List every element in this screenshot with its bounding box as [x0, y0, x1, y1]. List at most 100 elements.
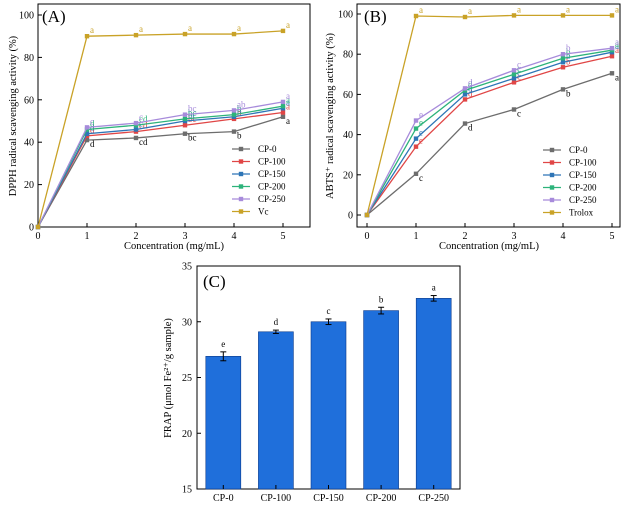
- chart-b-data-point: [609, 54, 615, 59]
- chart-a-significance-label: cd: [139, 121, 148, 131]
- chart-a-data-point: [231, 108, 237, 113]
- chart-b-data-point: [462, 97, 468, 102]
- chart-c-y-tick-label: 20: [182, 429, 192, 440]
- chart-a-data-point: [280, 28, 286, 34]
- chart-a-data-point: [84, 125, 90, 130]
- chart-c-significance-label: d: [274, 317, 279, 327]
- chart-b-data-point: [511, 107, 517, 112]
- chart-a-data-point: [182, 131, 188, 136]
- chart-b-y-tick-label: 60: [343, 90, 353, 101]
- chart-b-legend-label: CP-200: [569, 183, 597, 193]
- chart-b-legend-marker: [549, 160, 555, 165]
- chart-a-significance-label: a: [90, 25, 94, 35]
- chart-b-significance-label: d: [468, 123, 473, 133]
- chart-a-data-point: [182, 112, 188, 117]
- chart-a-significance-label: bc: [188, 104, 197, 114]
- chart-a-significance-label: c: [90, 116, 94, 126]
- chart-a-data-point: [84, 131, 90, 136]
- chart-b-significance-label: e: [419, 110, 423, 120]
- chart-b-series-line-cp-100: [366, 55, 613, 216]
- chart-a: (A) Concentration (mg/mL) DPPH radical s…: [8, 3, 311, 252]
- chart-b-significance-label: a: [615, 4, 619, 14]
- chart-a-significance-label: bc: [188, 114, 197, 124]
- chart-a-legend-label: CP-150: [258, 169, 286, 179]
- chart-b-data-point: [413, 118, 419, 123]
- chart-a-significance-label: a: [286, 95, 290, 105]
- chart-b-series-line-cp-250: [366, 47, 613, 216]
- chart-a-x-tick-label: 4: [232, 231, 237, 242]
- chart-a-significance-label: ab: [237, 99, 246, 109]
- chart-b-series-line-cp-0: [366, 72, 613, 216]
- chart-b-legend-label: CP-250: [569, 195, 597, 205]
- chart-a-series-line-cp-250: [37, 101, 284, 228]
- chart-a-data-point: [133, 135, 139, 141]
- chart-b-data-point: [609, 13, 615, 18]
- chart-a-significance-label: b: [237, 104, 242, 114]
- chart-a-significance-label: a: [286, 97, 290, 107]
- chart-b-x-tick-label: 5: [610, 231, 615, 242]
- chart-b-x-tick-label: 3: [512, 231, 517, 242]
- chart-b-significance-label: a: [615, 72, 619, 82]
- chart-a-significance-label: bc: [188, 110, 197, 120]
- chart-b-y-tick-label: 40: [343, 130, 353, 141]
- chart-b-data-point: [462, 121, 468, 126]
- chart-a-significance-label: c: [139, 118, 143, 128]
- chart-a-significance-label: a: [237, 23, 241, 33]
- chart-b-y-tick-label: 20: [343, 170, 353, 181]
- chart-a-data-point: [133, 120, 139, 126]
- chart-a-significance-label: b: [237, 131, 242, 141]
- chart-a-significance-label: bc: [188, 133, 197, 143]
- chart-a-series-line-cp-150: [37, 107, 284, 228]
- chart-a-legend-marker: [238, 184, 244, 189]
- chart-a-significance-label: a: [286, 91, 290, 101]
- chart-b-data-point: [511, 68, 517, 73]
- chart-a-data-point: [133, 32, 139, 38]
- chart-b-legend-marker: [549, 172, 555, 178]
- chart-b-significance-label: a: [468, 6, 472, 16]
- chart-a-y-tick-label: 0: [29, 223, 34, 234]
- chart-a-data-point: [280, 99, 286, 105]
- chart-b-data-point: [413, 144, 419, 149]
- chart-a-legend-label: CP-200: [258, 182, 286, 192]
- chart-a-data-point: [182, 31, 188, 37]
- chart-a-x-tick-label: 3: [183, 231, 188, 242]
- chart-c-significance-label: e: [221, 339, 225, 349]
- chart-b-legend-label: CP-150: [569, 170, 597, 180]
- chart-a-legend-label: CP-100: [258, 157, 286, 167]
- chart-b-significance-label: a: [517, 4, 521, 14]
- chart-c-significance-label: a: [432, 283, 436, 293]
- chart-b-data-point: [511, 76, 517, 81]
- chart-a-legend-marker: [238, 159, 244, 164]
- chart-b-legend-label: CP-100: [569, 158, 597, 168]
- chart-b-x-axis-label: Concentration (mg/mL): [439, 241, 540, 252]
- chart-c-x-tick-label: CP-150: [313, 493, 344, 504]
- chart-b-significance-label: c: [517, 108, 521, 118]
- chart-b-significance-label: a: [615, 37, 619, 47]
- chart-b-significance-label: a: [615, 41, 619, 51]
- chart-a-data-point: [84, 137, 90, 143]
- chart-b-significance-label: c: [419, 173, 423, 183]
- chart-b-data-point: [609, 71, 615, 76]
- chart-a-significance-label: bc: [188, 108, 197, 118]
- chart-b-data-point: [462, 14, 468, 20]
- chart-b-x-tick-label: 1: [414, 231, 419, 242]
- chart-c-y-tick-label: 15: [182, 485, 192, 496]
- chart-a-data-point: [280, 114, 286, 119]
- chart-a-panel-label: (A): [42, 7, 66, 26]
- chart-b-series-line-trolox: [366, 14, 612, 216]
- chart-b-significance-label: b: [566, 43, 571, 53]
- chart-a-significance-label: b: [237, 106, 242, 116]
- chart-c-significance-label: b: [379, 294, 384, 304]
- chart-b-significance-label: b: [566, 51, 571, 61]
- chart-b-data-point: [413, 126, 419, 131]
- chart-a-x-tick-label: 2: [134, 231, 139, 242]
- chart-a-data-point: [280, 110, 286, 115]
- chart-a-data-point: [35, 224, 41, 230]
- chart-b-data-point: [560, 60, 566, 65]
- chart-a-data-point: [231, 31, 237, 37]
- chart-a-significance-label: a: [139, 24, 143, 34]
- chart-b-legend: CP-0 CP-100 CP-150 CP-200 CP-250 Trolox: [543, 145, 597, 218]
- chart-a-significance-label: a: [286, 102, 290, 112]
- chart-c-x-tick-label: CP-200: [366, 493, 397, 504]
